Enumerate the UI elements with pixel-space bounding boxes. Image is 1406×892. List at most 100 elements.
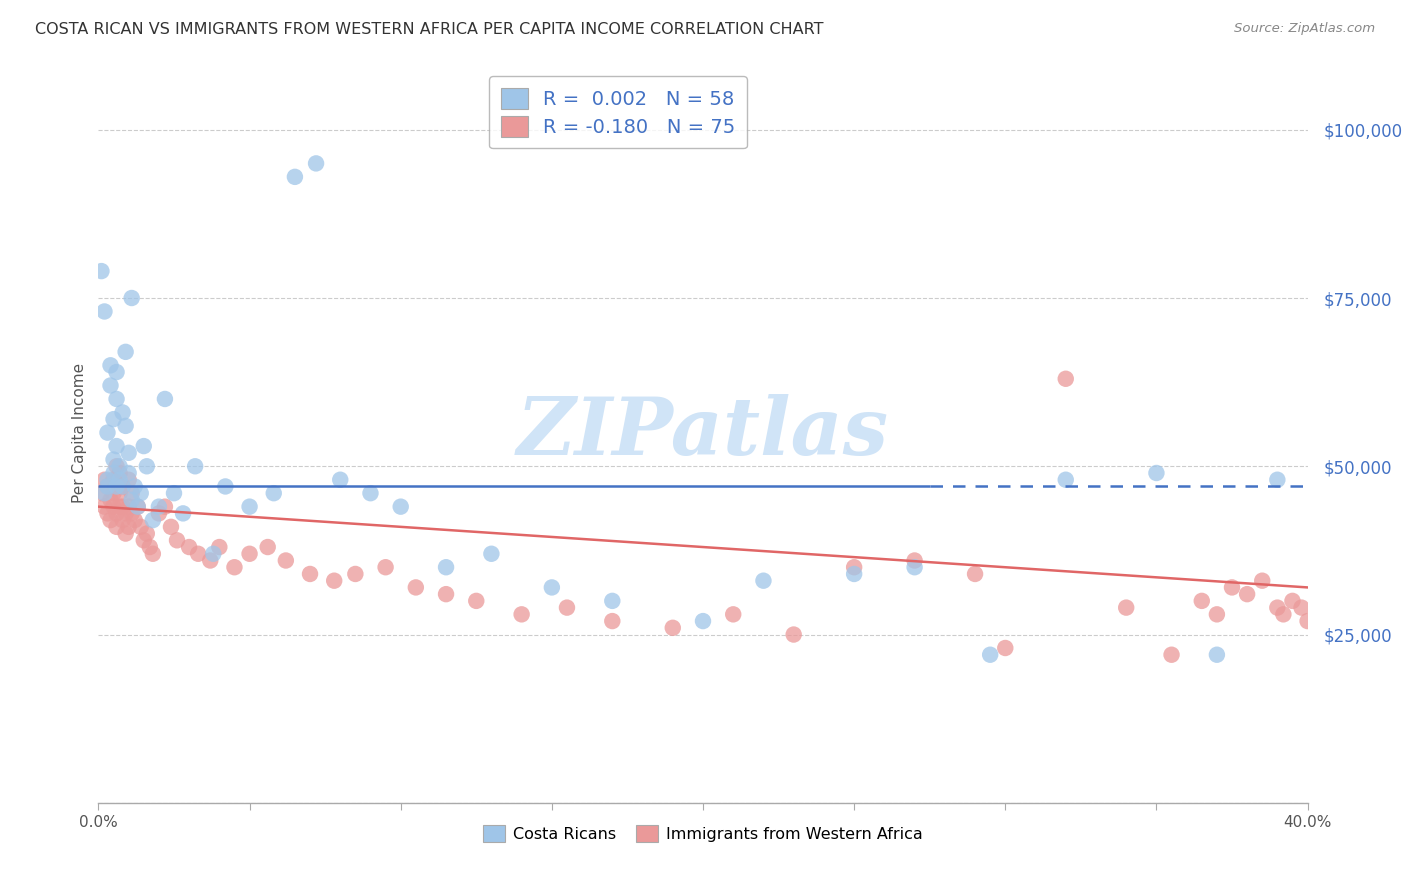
Point bbox=[124, 513, 146, 527]
Point bbox=[100, 513, 122, 527]
Point bbox=[979, 648, 1001, 662]
Point bbox=[90, 264, 112, 278]
Point bbox=[1206, 648, 1229, 662]
Point bbox=[214, 479, 236, 493]
Point bbox=[344, 566, 367, 581]
Point bbox=[103, 500, 125, 514]
Point bbox=[239, 500, 262, 514]
Point bbox=[118, 446, 141, 460]
Point bbox=[93, 500, 115, 514]
Point bbox=[172, 507, 194, 521]
Point bbox=[135, 526, 157, 541]
Point bbox=[118, 466, 141, 480]
Point bbox=[202, 547, 225, 561]
Point bbox=[602, 614, 624, 628]
Point bbox=[153, 392, 176, 406]
Point bbox=[153, 500, 176, 514]
Point bbox=[305, 156, 328, 170]
Point bbox=[602, 594, 624, 608]
Point bbox=[160, 520, 183, 534]
Point bbox=[661, 621, 683, 635]
Point bbox=[105, 459, 128, 474]
Point bbox=[111, 405, 134, 419]
Point bbox=[299, 566, 322, 581]
Point bbox=[114, 526, 136, 541]
Point bbox=[132, 439, 155, 453]
Point bbox=[555, 600, 578, 615]
Point bbox=[465, 594, 488, 608]
Point bbox=[105, 520, 128, 534]
Point bbox=[121, 492, 143, 507]
Point bbox=[179, 540, 201, 554]
Point bbox=[510, 607, 533, 622]
Point bbox=[284, 169, 307, 184]
Point bbox=[329, 473, 352, 487]
Point bbox=[129, 520, 152, 534]
Point bbox=[96, 473, 118, 487]
Point bbox=[1191, 594, 1213, 608]
Point bbox=[752, 574, 775, 588]
Point bbox=[540, 581, 562, 595]
Point bbox=[96, 425, 118, 440]
Point bbox=[1115, 600, 1137, 615]
Point bbox=[121, 291, 143, 305]
Point bbox=[103, 466, 125, 480]
Point bbox=[208, 540, 231, 554]
Point bbox=[142, 513, 165, 527]
Point bbox=[904, 560, 927, 574]
Point bbox=[121, 486, 143, 500]
Point bbox=[96, 507, 118, 521]
Point bbox=[1267, 600, 1289, 615]
Point bbox=[965, 566, 987, 581]
Point bbox=[148, 500, 170, 514]
Point bbox=[224, 560, 246, 574]
Point bbox=[96, 479, 118, 493]
Point bbox=[132, 533, 155, 548]
Point bbox=[111, 479, 134, 493]
Point bbox=[783, 627, 806, 641]
Point bbox=[108, 486, 131, 500]
Point bbox=[904, 553, 927, 567]
Point bbox=[360, 486, 382, 500]
Point bbox=[124, 479, 146, 493]
Point bbox=[1160, 648, 1182, 662]
Point bbox=[1054, 372, 1077, 386]
Point bbox=[114, 418, 136, 433]
Point bbox=[239, 547, 262, 561]
Point bbox=[108, 500, 131, 514]
Point bbox=[1251, 574, 1274, 588]
Point bbox=[1267, 473, 1289, 487]
Point bbox=[105, 439, 128, 453]
Point bbox=[844, 560, 866, 574]
Point bbox=[93, 473, 115, 487]
Point bbox=[1296, 614, 1319, 628]
Point bbox=[118, 520, 141, 534]
Point bbox=[142, 547, 165, 561]
Point bbox=[111, 479, 134, 493]
Point bbox=[103, 486, 125, 500]
Point bbox=[994, 640, 1017, 655]
Point bbox=[100, 378, 122, 392]
Point bbox=[129, 486, 152, 500]
Point bbox=[434, 560, 457, 574]
Point bbox=[100, 359, 122, 373]
Point bbox=[121, 507, 143, 521]
Point bbox=[1236, 587, 1258, 601]
Point bbox=[105, 392, 128, 406]
Point bbox=[1281, 594, 1303, 608]
Point bbox=[118, 500, 141, 514]
Point bbox=[1144, 466, 1167, 480]
Point bbox=[263, 486, 285, 500]
Point bbox=[1220, 581, 1243, 595]
Text: ZIPatlas: ZIPatlas bbox=[517, 394, 889, 471]
Point bbox=[135, 459, 157, 474]
Point bbox=[1291, 600, 1313, 615]
Point bbox=[127, 500, 149, 514]
Point bbox=[96, 479, 118, 493]
Text: Source: ZipAtlas.com: Source: ZipAtlas.com bbox=[1234, 22, 1375, 36]
Point bbox=[127, 500, 149, 514]
Point bbox=[103, 452, 125, 467]
Point bbox=[1272, 607, 1295, 622]
Point bbox=[187, 547, 209, 561]
Point bbox=[111, 513, 134, 527]
